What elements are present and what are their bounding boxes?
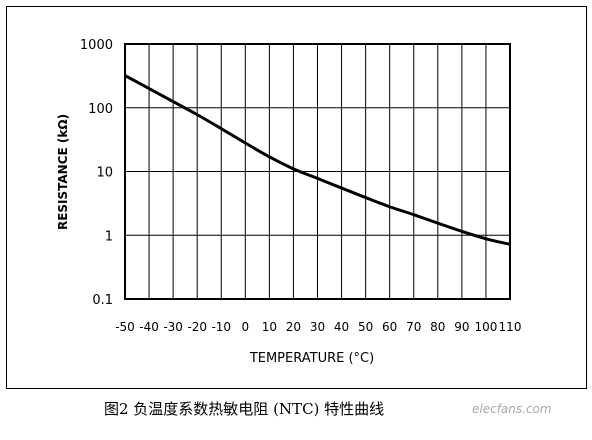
x-tick-label: 100 [474, 320, 497, 334]
chart-frame [6, 6, 587, 389]
x-tick-label: 40 [334, 320, 349, 334]
x-tick-labels: -50 -40 -30 -20 -10 0 10 20 30 40 50 60 70 80 90 100 110 [115, 320, 521, 334]
x-tick-label: 10 [262, 320, 277, 334]
watermark: elecfans.com [472, 402, 552, 416]
grid [124, 43, 511, 300]
x-tick-label: 70 [406, 320, 421, 334]
x-tick-label: 30 [310, 320, 325, 334]
y-tick-label: 1000 [80, 38, 113, 53]
x-tick-label: -10 [211, 320, 231, 334]
x-tick-label: 90 [454, 320, 469, 334]
x-tick-label: -40 [139, 320, 159, 334]
x-tick-label: 20 [286, 320, 301, 334]
x-tick-label: 60 [382, 320, 397, 334]
resistance-curve [124, 74, 511, 246]
x-tick-label: 0 [241, 320, 249, 334]
y-tick-label: 100 [88, 102, 113, 117]
x-tick-label: -20 [187, 320, 207, 334]
x-tick-label: 50 [358, 320, 373, 334]
y-tick-labels: 0.1 1 10 100 1000 [80, 38, 113, 308]
y-tick-label: 10 [96, 166, 113, 181]
x-tick-label: 80 [430, 320, 445, 334]
plot-border [124, 43, 511, 300]
x-tick-label: 110 [499, 320, 522, 334]
x-axis-label: TEMPERATURE (°C) [249, 351, 374, 366]
y-tick-label: 1 [105, 229, 113, 244]
x-tick-label: -30 [163, 320, 183, 334]
figure-caption: 图2 负温度系数热敏电阻 (NTC) 特性曲线 [104, 400, 385, 418]
y-tick-label: 0.1 [92, 293, 113, 308]
y-axis-label: RESISTANCE (kΩ) [56, 114, 70, 230]
x-tick-label: -50 [115, 320, 135, 334]
